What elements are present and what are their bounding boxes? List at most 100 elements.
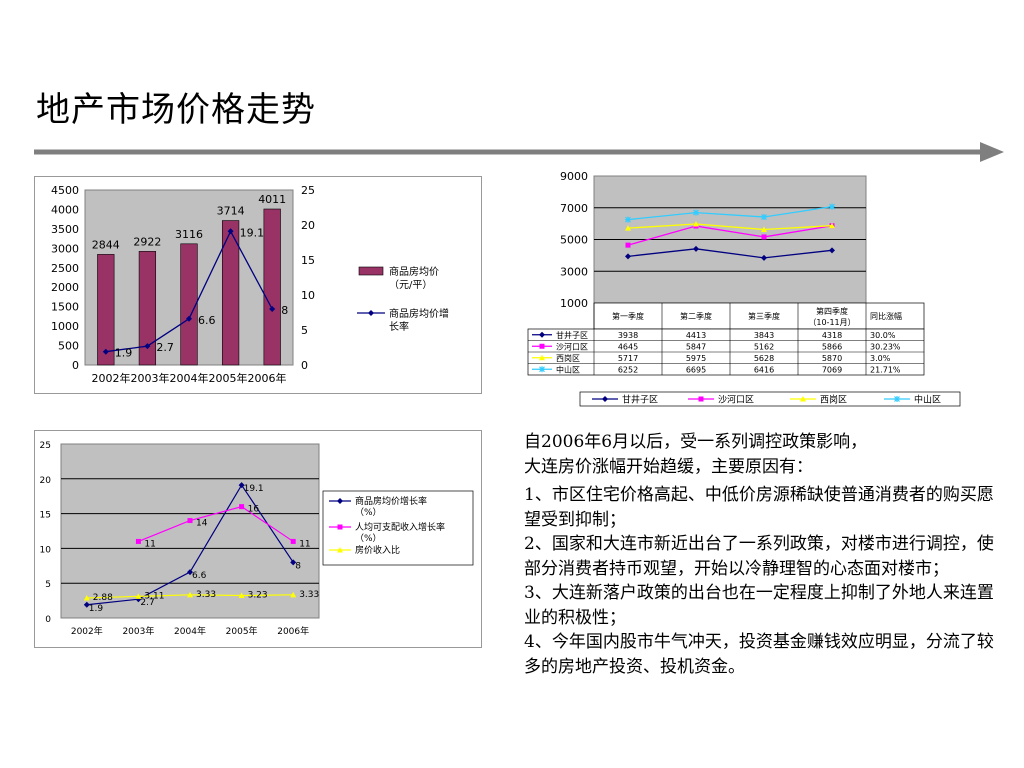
comparison-data-label: 8 xyxy=(295,561,301,571)
district-line xyxy=(627,225,833,246)
comparison-point xyxy=(187,591,193,598)
x-tick-label: 2005年 xyxy=(226,625,258,637)
legend-line-label: 商品房均价增 xyxy=(389,307,449,320)
x-tick-label: 2002年 xyxy=(92,371,131,385)
district-point xyxy=(625,216,631,223)
comparison-data-label: 3.11 xyxy=(144,591,164,601)
x-tick-label: 2006年 xyxy=(277,625,309,637)
y-right-tick-label: 20 xyxy=(301,219,315,232)
table-value: 5162 xyxy=(754,343,774,352)
legend-bar-label: 商品房均价 xyxy=(389,265,439,278)
table-series-marker xyxy=(539,331,545,338)
comparison-data-label: 6.6 xyxy=(192,571,207,581)
district-point xyxy=(761,234,767,240)
district-point xyxy=(625,253,631,260)
comparison-point xyxy=(135,593,142,599)
district-price-line-chart: 1000 3000 5000 7000 9000 甘井子区 3938 4413 3843 4318… xyxy=(522,166,964,408)
comparison-data-label: 11 xyxy=(144,539,155,549)
reason-4: 4、今年国内股市牛气冲天，投资基金赚钱效应明显，分流了较多的房地产投资、投机资金… xyxy=(524,632,994,677)
table-yoy-value: 3.0% xyxy=(870,354,891,363)
table-value: 4645 xyxy=(618,343,638,352)
table-header-yoy: 同比涨幅 xyxy=(870,311,902,321)
district-line xyxy=(627,223,833,231)
district-point xyxy=(625,242,631,248)
comparison-point xyxy=(83,594,90,601)
legend-marker xyxy=(602,396,608,402)
comparison-data-label: 19.1 xyxy=(244,484,264,494)
table-series-name: 甘井子区 xyxy=(556,330,588,340)
growth-data-label: 8 xyxy=(281,304,288,317)
table-value: 4413 xyxy=(686,331,706,340)
slide-title: 地产市场价格走势 xyxy=(36,90,316,130)
y-tick-label: 9000 xyxy=(560,170,588,183)
y-tick-label: 3000 xyxy=(560,265,588,278)
reason-2: 2、国家和大连市新近出台了一系列政策，对楼市进行调控，使部分消费者持币观望，开始… xyxy=(524,534,994,579)
table-header-category: 第四季度 xyxy=(816,306,848,316)
x-tick-label: 2002年 xyxy=(71,625,103,637)
comparison-data-label: 14 xyxy=(196,519,208,529)
table-value: 5847 xyxy=(686,343,706,352)
y-left-tick-label: 3500 xyxy=(51,223,79,236)
y-tick-label: 0 xyxy=(45,615,51,625)
legend-label: 人均可支配收入增长率 xyxy=(355,521,445,533)
table-series-marker xyxy=(539,354,545,361)
x-tick-label: 2004年 xyxy=(170,371,209,385)
legend-label: 沙河口区 xyxy=(718,394,754,406)
y-left-tick-label: 4000 xyxy=(51,203,79,216)
growth-point xyxy=(102,348,109,355)
price-bar xyxy=(97,254,115,366)
district-point xyxy=(829,222,835,229)
y-tick-label: 20 xyxy=(40,476,52,486)
growth-data-label: 19.1 xyxy=(240,226,265,239)
growth-point xyxy=(227,228,234,235)
legend-label: 甘井子区 xyxy=(622,394,658,406)
bar-data-label: 3116 xyxy=(175,228,203,241)
legend-label: 房价收入比 xyxy=(355,544,400,556)
y-right-tick-label: 25 xyxy=(301,184,315,197)
district-point xyxy=(761,226,767,233)
district-point xyxy=(761,254,767,261)
comparison-point xyxy=(290,538,296,544)
reason-1: 1、市区住宅价格高起、中低价房源稀缺使普通消费者的购买愿望受到抑制； xyxy=(524,485,994,530)
growth-data-label: 6.6 xyxy=(198,314,216,327)
y-left-tick-label: 4500 xyxy=(51,184,79,197)
district-price-chart-svg: 1000 3000 5000 7000 9000 甘井子区 3938 4413 3843 4318… xyxy=(527,170,961,407)
legend-label: （%） xyxy=(355,507,382,518)
table-value: 6252 xyxy=(618,366,638,375)
district-point xyxy=(693,245,699,252)
bar-data-label: 4011 xyxy=(258,193,286,206)
table-series-name: 沙河口区 xyxy=(556,342,588,352)
bar-data-label: 3714 xyxy=(217,205,245,218)
comparison-point xyxy=(238,592,245,599)
comparison-data-label: 1.9 xyxy=(89,604,104,614)
price-and-growth-bar-chart: 0 500 1000 1500 2000 2500 3000 3500 4000 4500 0 5 10… xyxy=(34,176,482,394)
table-header-category: 第二季度 xyxy=(680,311,712,321)
district-line xyxy=(627,206,833,221)
comparison-point xyxy=(187,518,193,524)
legend-box xyxy=(322,490,474,566)
x-tick-label: 2003年 xyxy=(131,371,170,385)
growth-point xyxy=(144,343,151,350)
comparison-data-label: 16 xyxy=(248,505,260,515)
y-left-tick-label: 500 xyxy=(58,340,79,353)
table-value: 5866 xyxy=(822,343,842,352)
x-tick-label: 2003年 xyxy=(122,625,154,637)
y-tick-label: 25 xyxy=(40,441,51,451)
table-value: 3843 xyxy=(754,331,774,340)
table-value: 4318 xyxy=(822,331,842,340)
price-bar xyxy=(263,208,281,366)
x-tick-labels: 2002年2003年2004年2005年2006年 xyxy=(92,371,287,385)
district-point xyxy=(829,203,835,210)
table-series-marker xyxy=(539,366,545,373)
y-left-tick-label: 0 xyxy=(72,359,79,372)
bar-data-label: 2844 xyxy=(92,238,120,251)
comparison-data-label: 2.7 xyxy=(140,598,154,608)
table-value: 3938 xyxy=(618,331,638,340)
legend-label: 中山区 xyxy=(914,394,941,406)
lead-line-1: 自2006年6月以后，受一系列调控政策影响， xyxy=(524,432,868,452)
comparison-point xyxy=(239,504,245,510)
comparison-point xyxy=(290,591,297,598)
growth-data-label: 1.9 xyxy=(115,347,133,360)
comparison-data-label: 2.88 xyxy=(93,593,113,603)
table-value: 5870 xyxy=(822,354,842,363)
